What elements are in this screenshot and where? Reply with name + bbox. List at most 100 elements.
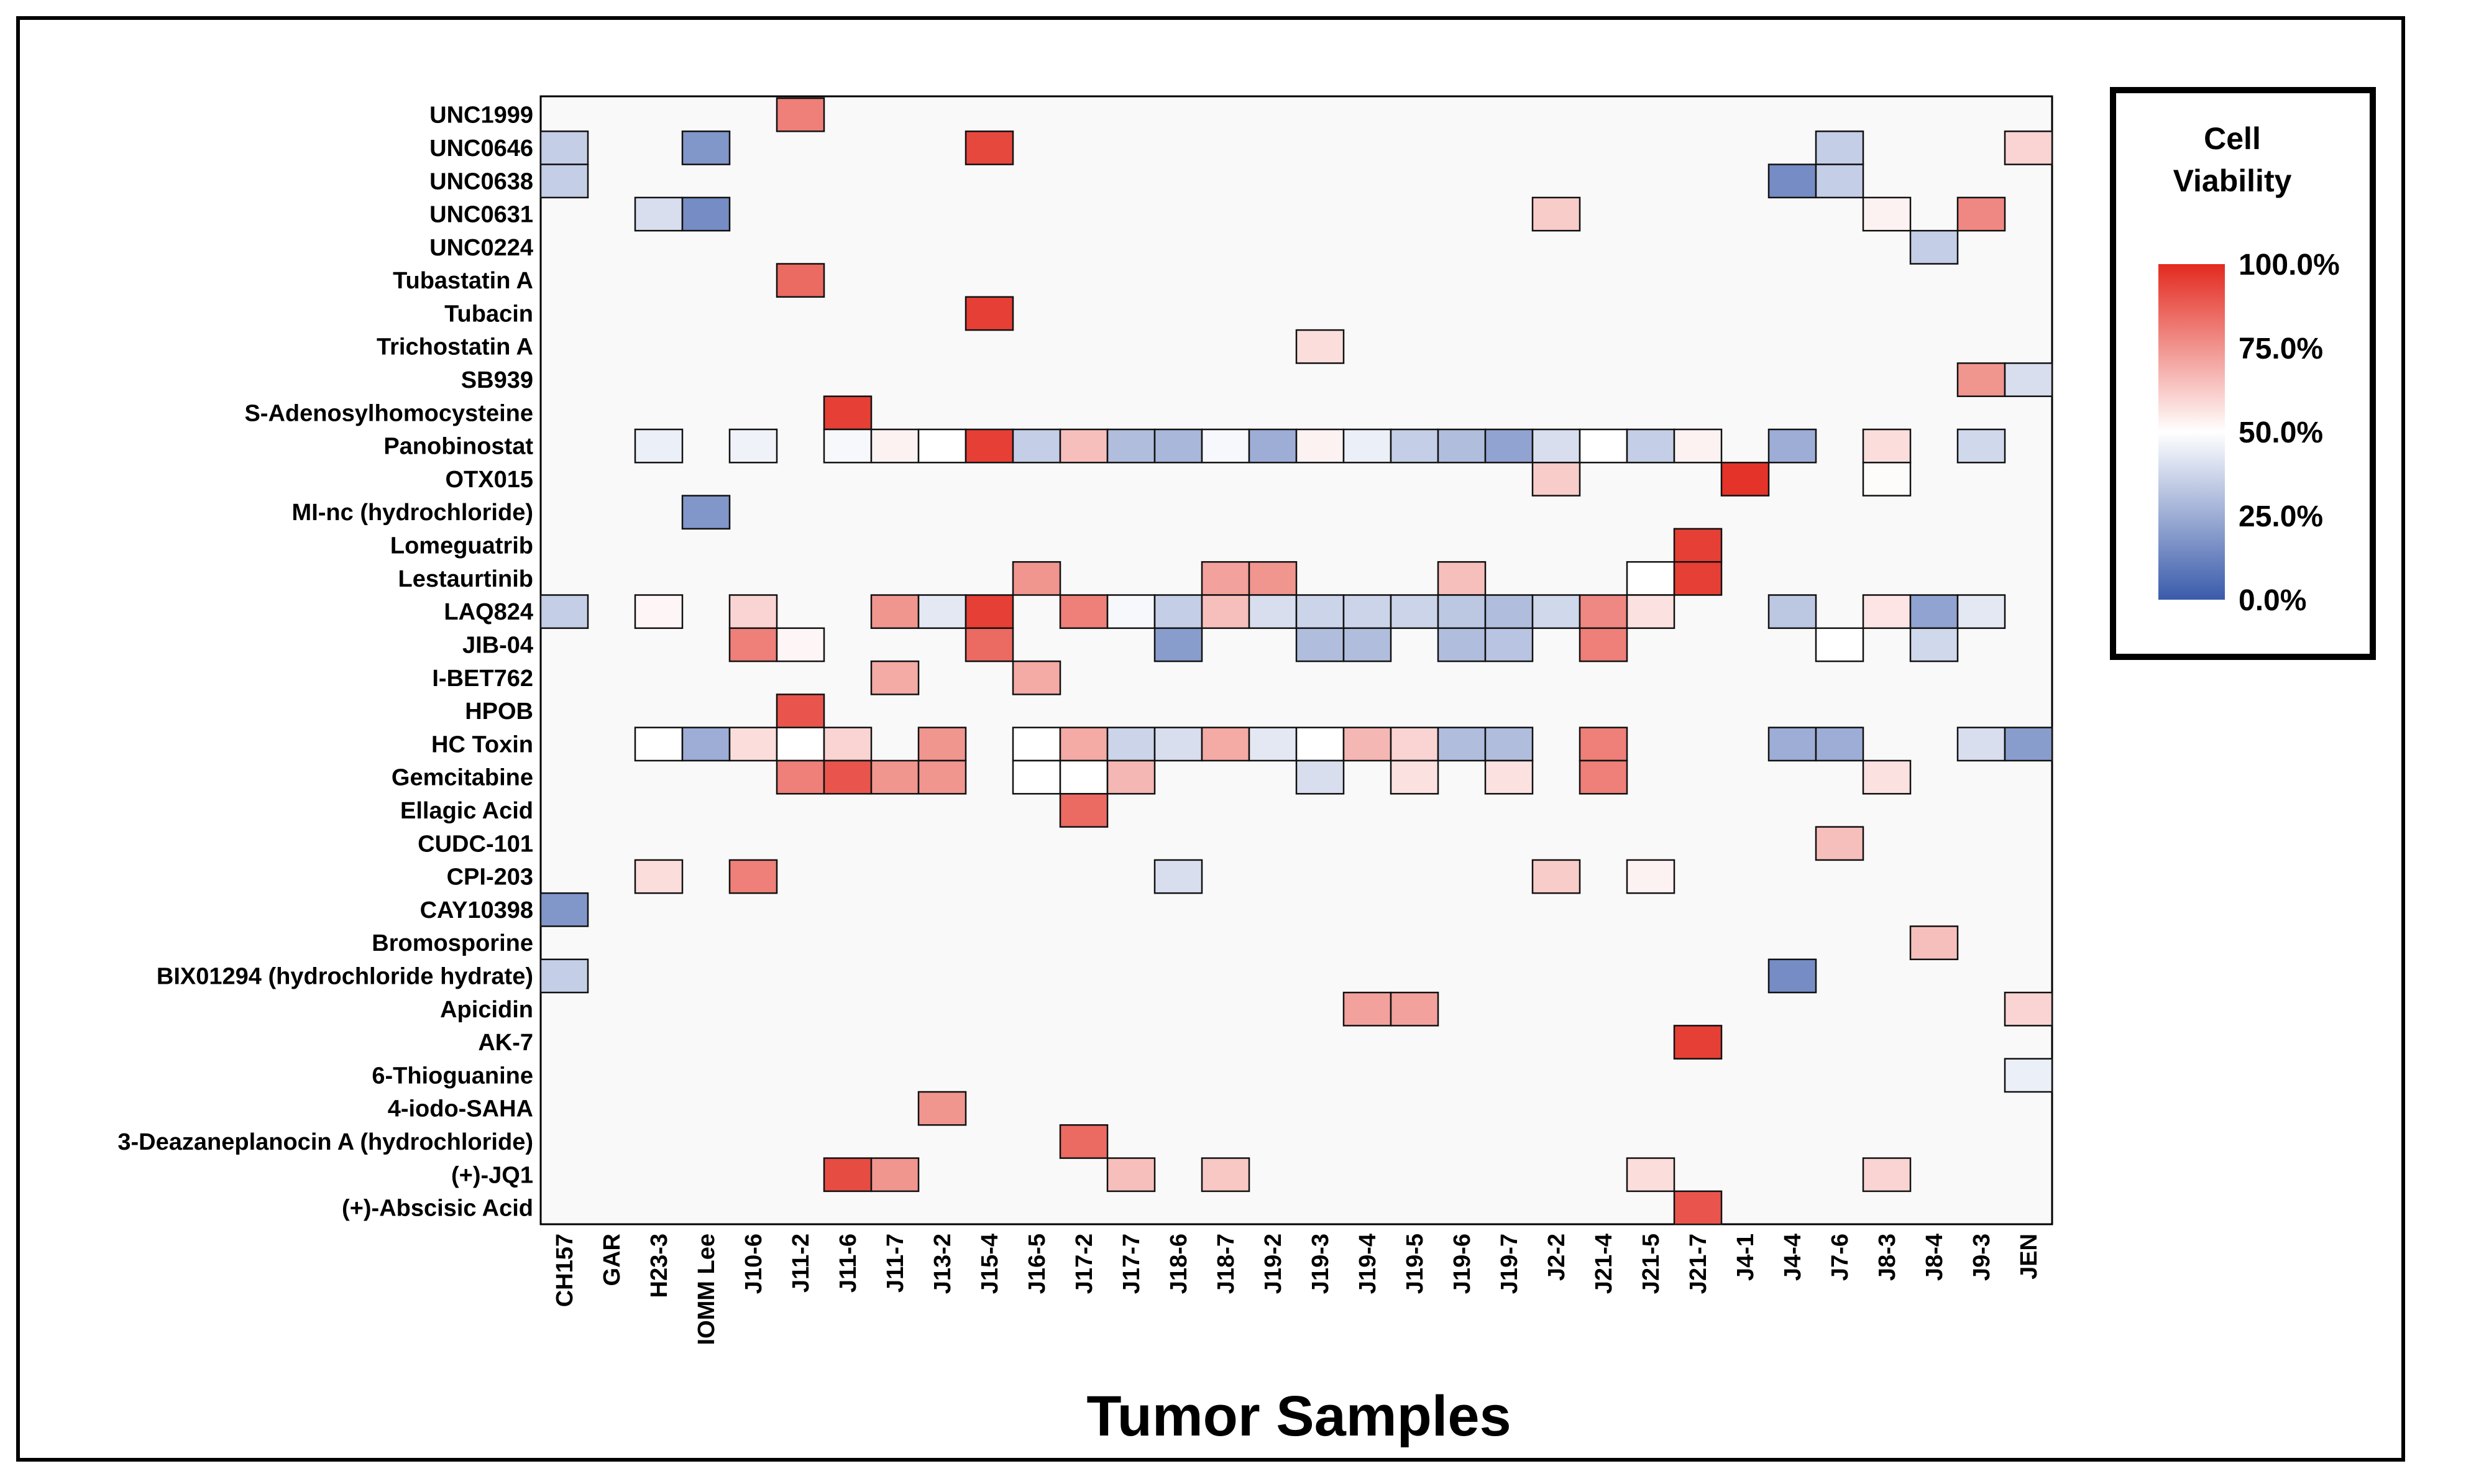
y-tick-label: 6-Thioguanine <box>372 1063 533 1089</box>
heatmap-cell <box>2004 131 2053 165</box>
heatmap-cell <box>1201 428 1250 464</box>
heatmap-cell <box>1342 726 1392 762</box>
heatmap-cell <box>870 660 920 695</box>
x-tick-label: J13-2 <box>930 1234 956 1294</box>
legend-ticks: 100.0% 75.0% 50.0% 25.0% 0.0% <box>2239 249 2340 617</box>
heatmap-cell <box>1909 627 1959 662</box>
heatmap-cell <box>870 1157 920 1193</box>
heatmap-cell <box>1720 462 1770 497</box>
heatmap-cell <box>1390 428 1439 464</box>
x-tick-label: H23-3 <box>646 1234 672 1298</box>
y-tick-label: Gemcitabine <box>392 765 533 791</box>
heatmap-cell <box>1767 594 1817 630</box>
x-tick-label: J11-6 <box>835 1234 861 1293</box>
heatmap-cell <box>728 726 778 762</box>
heatmap-cell <box>728 859 778 894</box>
heatmap-cell <box>1815 131 1864 165</box>
heatmap-cell <box>1201 1157 1250 1193</box>
y-tick-label: LAQ824 <box>444 599 533 625</box>
heatmap-cell <box>823 759 873 795</box>
heatmap-cell <box>1248 594 1298 630</box>
y-tick-label: BIX01294 (hydrochloride hydrate) <box>157 964 533 990</box>
heatmap-cell <box>870 594 920 630</box>
y-tick-label: UNC0631 <box>429 202 533 228</box>
heatmap-cell <box>1295 594 1345 630</box>
y-tick-label: SB939 <box>461 367 533 393</box>
heatmap-cell <box>1437 561 1487 596</box>
y-axis-labels: UNC1999 UNC0646 UNC0638 UNC0631 UNC0224 Tubas… <box>117 103 533 1222</box>
x-tick-label: J11-2 <box>788 1234 814 1293</box>
x-tick-label: J19-6 <box>1449 1234 1475 1294</box>
heatmap-cell <box>1626 1157 1675 1193</box>
x-tick-label: CH157 <box>552 1234 578 1307</box>
heatmap-cell <box>1106 1157 1156 1193</box>
heatmap-cell <box>917 759 967 795</box>
y-tick-label: Lestaurtinib <box>398 566 533 592</box>
y-tick-label: Apicidin <box>440 997 533 1023</box>
heatmap-cell <box>1437 726 1487 762</box>
heatmap-cell <box>823 726 873 762</box>
heatmap-cell <box>1909 229 1959 265</box>
x-tick-label: J19-3 <box>1308 1234 1334 1294</box>
x-tick-label: J15-4 <box>977 1234 1003 1294</box>
heatmap-cell <box>1909 594 1959 630</box>
x-tick-label: J18-7 <box>1213 1234 1239 1294</box>
x-tick-label: J4-1 <box>1733 1234 1759 1281</box>
heatmap-cell <box>965 296 1014 331</box>
heatmap-cell <box>870 759 920 795</box>
heatmap-cell <box>1531 462 1581 497</box>
heatmap-cell <box>823 395 873 431</box>
heatmap-cell <box>728 428 778 464</box>
heatmap-cell <box>1106 428 1156 464</box>
x-tick-label: J21-4 <box>1591 1234 1617 1294</box>
heatmap-cell <box>1059 726 1109 762</box>
heatmap-cell <box>1484 759 1534 795</box>
legend-tick-label: 50.0% <box>2239 416 2323 449</box>
x-tick-label: J17-7 <box>1119 1234 1145 1294</box>
x-tick-label: J11-7 <box>882 1234 909 1293</box>
heatmap-cell <box>870 428 920 464</box>
heatmap-cell <box>539 131 589 165</box>
x-tick-label: J19-7 <box>1497 1234 1523 1294</box>
y-tick-label: AK-7 <box>478 1030 533 1056</box>
x-tick-label: J21-5 <box>1638 1234 1664 1294</box>
legend-colorbar <box>2158 264 2225 600</box>
x-tick-label: J10-6 <box>741 1234 767 1294</box>
y-tick-label: UNC0646 <box>429 135 533 162</box>
heatmap-cell <box>1579 627 1628 662</box>
heatmap-cell <box>965 131 1014 165</box>
heatmap-cell <box>1390 759 1439 795</box>
heatmap-cell <box>1390 991 1439 1027</box>
y-tick-label: CPI-203 <box>447 864 533 891</box>
heatmap-cell <box>1531 859 1581 894</box>
legend-tick-label: 0.0% <box>2239 584 2306 617</box>
y-tick-label: 3-Deazaneplanocin A (hydrochloride) <box>117 1129 533 1155</box>
heatmap-cell <box>539 163 589 199</box>
x-tick-label: J7-6 <box>1827 1234 1853 1281</box>
heatmap-cell <box>1579 726 1628 762</box>
heatmap-cell <box>1484 726 1534 762</box>
y-tick-label: (+)-Abscisic Acid <box>342 1196 533 1222</box>
heatmap-cell <box>1862 462 1912 497</box>
heatmap-cell <box>1626 428 1675 464</box>
heatmap-cell <box>1862 594 1912 630</box>
heatmap-cell <box>1153 726 1203 762</box>
heatmap-cell <box>776 627 825 662</box>
heatmap-cell <box>1059 759 1109 795</box>
heatmap-cell <box>2004 991 2053 1027</box>
heatmap-cell <box>681 196 731 232</box>
heatmap-cell <box>1248 428 1298 464</box>
y-tick-label: Panobinostat <box>383 434 533 460</box>
heatmap-cell <box>1626 859 1675 894</box>
legend: Cell Viability 100.0% 75.0% 50.0% 25.0% 0.0% <box>2110 87 2376 660</box>
heatmap-cell <box>539 594 589 630</box>
heatmap-cells <box>539 97 2053 1225</box>
y-tick-label: CAY10398 <box>420 897 533 923</box>
heatmap-cell <box>1531 196 1581 232</box>
heatmap-cell <box>1390 726 1439 762</box>
heatmap-cell <box>1295 428 1345 464</box>
y-tick-label: Tubastatin A <box>393 268 533 294</box>
heatmap-cell <box>776 263 825 298</box>
y-tick-label: Trichostatin A <box>377 334 533 360</box>
heatmap-cell <box>634 196 684 232</box>
